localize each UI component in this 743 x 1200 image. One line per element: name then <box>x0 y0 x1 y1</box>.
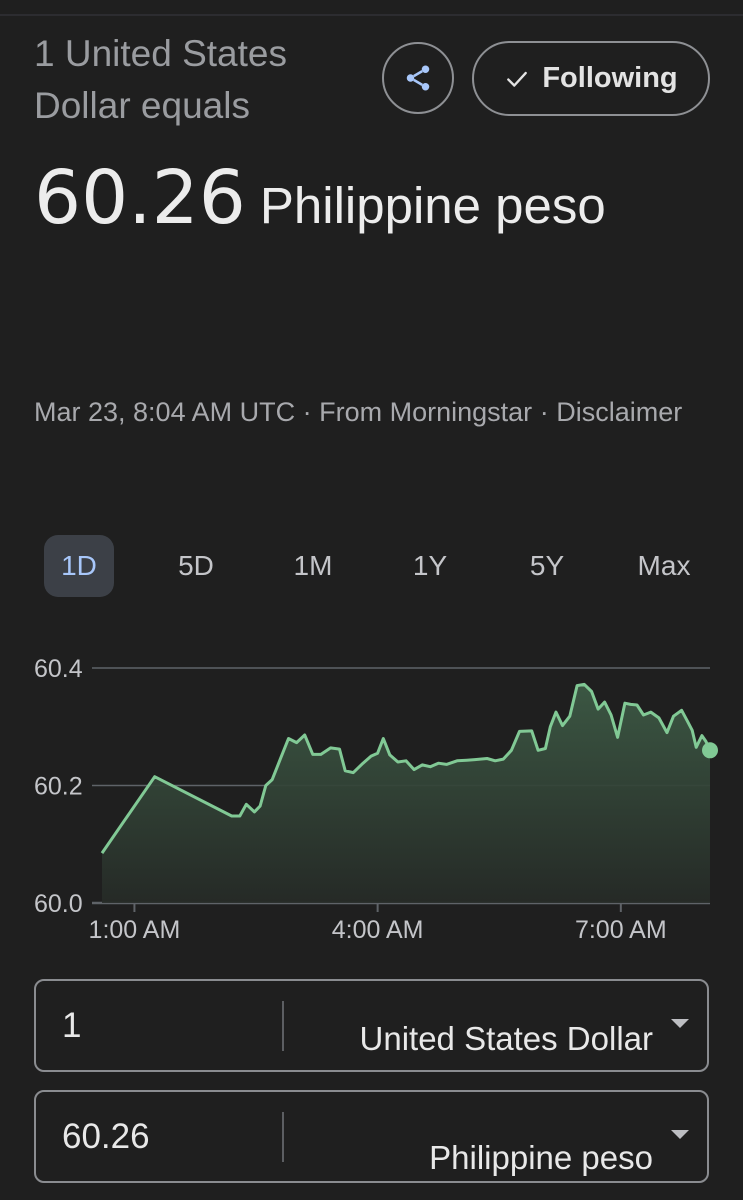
y-axis-tick-label: 60.2 <box>34 773 83 801</box>
tab-1d[interactable]: 1D <box>44 535 114 597</box>
from-currency-select[interactable]: United States Dollar <box>359 1020 653 1057</box>
tab-5d[interactable]: 5D <box>178 550 214 581</box>
y-axis-tick-label: 60.0 <box>34 890 83 918</box>
converter-divider <box>282 1001 284 1051</box>
exchange-rate-chart[interactable]: 60.4 60.2 60.0 1:00 AM 4:00 AM 7:00 AM <box>0 640 743 950</box>
y-axis-tick-label: 60.4 <box>34 655 83 683</box>
to-amount-input[interactable]: 60.26 <box>62 1116 150 1156</box>
from-amount-input[interactable]: 1 <box>62 1005 82 1045</box>
converter-from-row: 1 United States Dollar <box>34 979 709 1072</box>
x-axis-tick-label: 4:00 AM <box>332 916 424 944</box>
chart-current-point <box>702 742 718 759</box>
quote-meta: Mar 23, 8:04 AM UTC · From Morningstar ·… <box>34 386 714 438</box>
chart-area-fill <box>102 684 710 903</box>
tab-1m[interactable]: 1M <box>293 550 333 581</box>
meta-separator: · <box>302 397 312 427</box>
tab-1y[interactable]: 1Y <box>412 550 448 581</box>
share-button[interactable] <box>382 42 454 114</box>
share-icon <box>403 63 433 93</box>
conversion-result: 60.26 Philippine peso <box>34 128 654 289</box>
data-source-link[interactable]: From Morningstar <box>319 397 533 427</box>
tab-max[interactable]: Max <box>637 550 691 581</box>
chevron-down-icon[interactable] <box>671 1019 689 1028</box>
chart-series-line <box>100 682 712 854</box>
chevron-down-icon[interactable] <box>671 1130 689 1139</box>
check-icon <box>504 66 530 92</box>
target-currency-name: Philippine peso <box>259 177 606 234</box>
disclaimer-link[interactable]: Disclaimer <box>556 397 683 427</box>
time-range-tabs: 1D 5D 1M 1Y 5Y Max <box>44 535 704 597</box>
quote-timestamp: Mar 23, 8:04 AM UTC <box>34 397 296 427</box>
chart-canvas: 60.4 60.2 60.01:00 AM 4:00 AM 7:00 AM <box>34 655 718 944</box>
following-button[interactable]: Following <box>472 41 710 116</box>
tab-5y[interactable]: 5Y <box>529 550 565 581</box>
converter-to-row: 60.26 Philippine peso <box>34 1090 709 1183</box>
to-currency-select[interactable]: Philippine peso <box>429 1139 653 1176</box>
exchange-rate-value: 60.26 <box>34 155 246 241</box>
x-axis-tick-label: 1:00 AM <box>89 916 181 944</box>
converter-divider <box>282 1112 284 1162</box>
top-divider <box>0 14 743 16</box>
conversion-prefix: 1 United States Dollar equals <box>34 33 287 126</box>
x-axis-tick-label: 7:00 AM <box>575 916 667 944</box>
meta-separator: · <box>539 397 549 427</box>
following-label: Following <box>542 62 678 94</box>
